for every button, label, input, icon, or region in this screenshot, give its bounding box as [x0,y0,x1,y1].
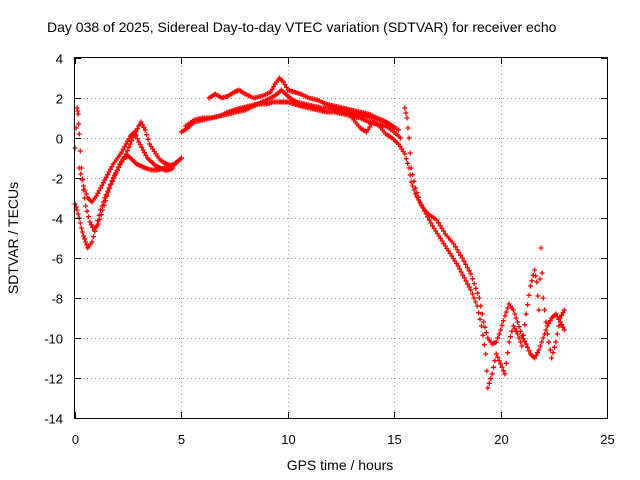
series-trace-f [206,75,397,131]
y-axis-label: SDTVAR / TECUs [5,182,21,294]
y-tick-label: -12 [44,372,63,387]
y-tick-label: 0 [56,132,63,147]
series-trace-e [183,87,401,133]
plot-frame [74,57,608,419]
x-tick-label: 5 [178,432,185,447]
y-tick-label: -14 [44,412,63,427]
x-axis-label: GPS time / hours [287,457,394,473]
y-tick-label: -6 [51,252,63,267]
chart-title: Day 038 of 2025, Sidereal Day-to-day VTE… [47,19,557,35]
grid-layer [75,58,607,418]
x-tick-label: 20 [494,432,508,447]
series-trace-c [76,129,176,205]
y-tick-label: -10 [44,332,63,347]
x-tick-label: 15 [387,432,401,447]
x-tick-label: 0 [72,432,79,447]
y-tick-label: 2 [56,92,63,107]
y-tick-label: -2 [51,172,63,187]
series-trace-h [402,105,567,391]
x-tick-label: 10 [281,432,295,447]
series-layer [72,75,567,391]
y-tick-label: -4 [51,212,63,227]
series-trace-g [344,109,567,361]
y-tick-label: -8 [51,292,63,307]
y-tick-label: 4 [56,52,63,67]
x-tick-label: 25 [600,432,614,447]
